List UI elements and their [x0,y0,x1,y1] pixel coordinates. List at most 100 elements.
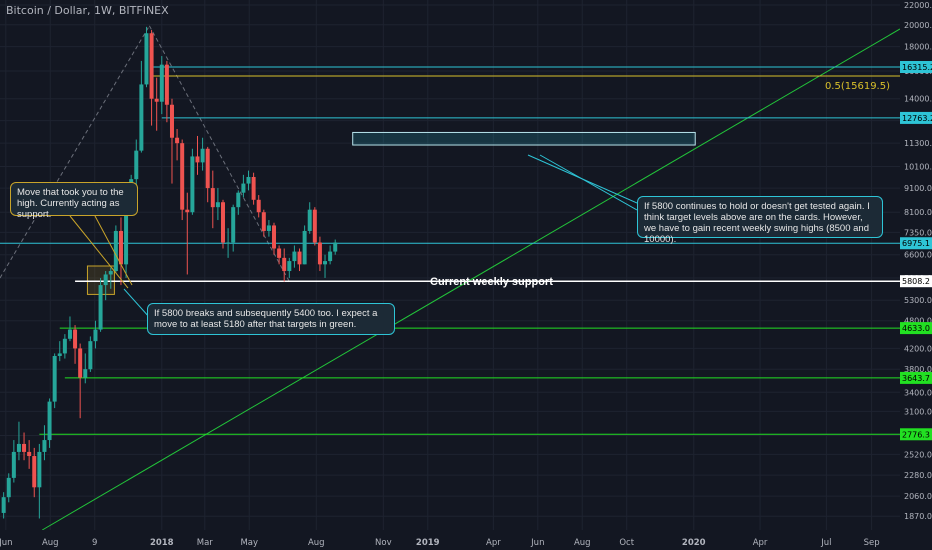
candle-body [103,274,108,286]
price-tick-label: 2280.0 [904,471,932,480]
price-tick-label: 11300.0 [904,139,932,148]
time-tick-label: Sep [864,538,880,548]
candle-body [328,251,333,262]
price-tick-label: 3400.0 [904,388,932,397]
candle-body [88,341,93,370]
candle-body [190,156,195,213]
target-box [352,131,696,146]
candle-body [6,477,11,498]
fib-level-label: 0.5(15619.5) [824,81,890,92]
candle-body [323,261,328,265]
candle-body [93,329,98,342]
level-price-label: 5808.2 [902,277,930,286]
candle-body [47,401,52,441]
candle-body [11,451,16,478]
candle-body [251,176,256,200]
time-tick-label: Nov [375,538,392,548]
candle-body [118,230,123,265]
candle-body [200,148,205,163]
candle-body [98,285,103,330]
candle-body [149,33,154,99]
annotation-boxes [86,131,696,295]
time-tick-label: May [240,538,258,548]
price-axis[interactable]: 22000.020000.018000.016000.014000.012600… [900,0,932,550]
candle-body [282,257,287,272]
callout-upside-targets[interactable]: If 5800 continues to hold or doesn't get… [637,196,883,245]
level-price-tag [900,371,932,384]
candle-body [22,443,27,452]
candle-body [226,242,231,244]
candle-body [256,199,261,213]
price-tick-label: 4200.0 [904,344,932,353]
chart-title: Bitcoin / Dollar, 1W, BITFINEX [6,4,169,17]
callout-pointers [69,154,638,319]
candle-body [1,497,6,513]
candle-body [175,137,180,144]
time-tick-label: 9 [92,538,97,548]
candle-body [139,84,144,151]
level-price-tag [900,322,932,335]
time-tick-label: 2019 [416,538,440,548]
price-tick-label: 20000.0 [904,21,932,30]
level-price-label: 12763.2 [902,114,932,123]
time-tick-label: Mar [197,538,214,548]
time-tick-label: Jun [0,538,12,548]
price-tick-label: 3100.0 [904,407,932,416]
time-tick-label: Aug [42,538,59,548]
callout-breakdown-targets[interactable]: If 5800 breaks and subsequently 5400 too… [147,303,395,335]
candles [1,26,338,519]
callout-support-move[interactable]: Move that took you to the high. Currentl… [10,182,138,220]
time-tick-label: 2018 [150,538,174,548]
level-price-tag [900,111,932,124]
candle-body [42,440,47,452]
time-tick-label: Apr [753,538,768,548]
candle-body [287,261,292,272]
price-tick-label: 1870.0 [904,512,932,521]
candle-body [83,369,88,378]
time-tick-label: Jul [820,538,831,548]
price-tick-label: 3800.0 [904,365,932,374]
callout-pointer [539,154,638,211]
candle-body [236,192,241,208]
candle-body [32,456,37,488]
price-tick-label: 18000.0 [904,43,932,52]
ascending-trendline [42,28,901,531]
candle-body [277,248,282,258]
candle-body [333,242,338,252]
price-tick-label: 8100.0 [904,208,932,217]
level-price-tag [900,60,932,73]
time-axis[interactable]: Jun Aug 9 2018 Mar May Aug Nov 2019 Apr Jun Aug Oct 2… [0,530,900,550]
price-tick-label: 2060.0 [904,492,932,501]
level-price-label: 3643.7 [902,374,930,383]
time-tick-label: Aug [308,538,325,548]
candle-body [195,156,200,163]
grid-lines [0,0,900,530]
price-tick-label: 7350.0 [904,228,932,237]
level-price-tag [900,428,932,441]
price-tick-label: 2520.0 [904,450,932,459]
candle-body [169,104,174,138]
candle-body [205,148,210,189]
time-tick-label: Oct [619,538,634,548]
time-tick-label: 2020 [682,538,706,548]
candle-body [215,202,220,208]
candle-body [78,348,83,378]
candle-body [220,202,225,243]
candle-body [124,212,129,265]
candle-body [241,183,246,193]
price-tick-label: 4800.0 [904,317,932,326]
level-price-label: 6975.1 [902,239,930,248]
price-tick-label: 22000.0 [904,1,932,10]
price-tick-label: 5300.0 [904,296,932,305]
candle-body [16,443,21,452]
candle-body [307,209,312,231]
time-tick-label: Aug [574,538,591,548]
candle-body [159,64,164,102]
support-label: Current weekly support [430,276,553,288]
level-price-label: 2776.3 [902,430,930,439]
price-tick-label: 6600.0 [904,251,932,260]
candle-body [134,150,139,180]
level-price-tag [900,237,932,250]
candle-body [154,98,159,102]
